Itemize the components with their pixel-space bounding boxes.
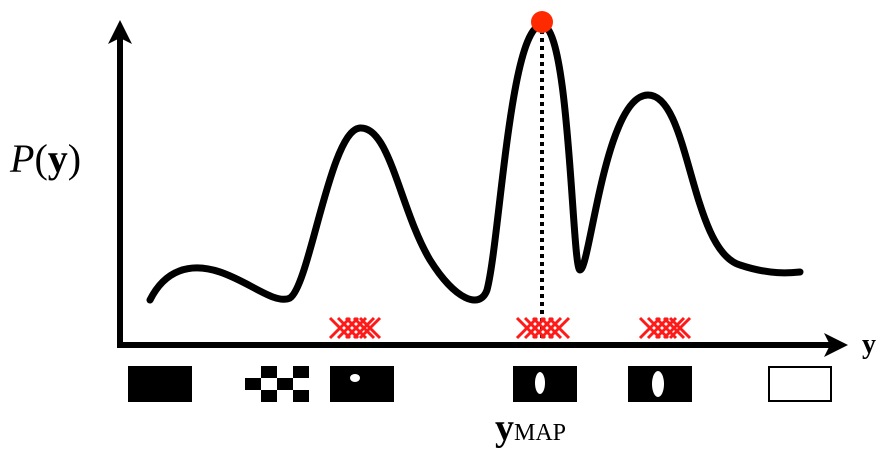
map-base: y: [495, 407, 514, 449]
map-label: yMAP: [495, 407, 566, 449]
samples: [330, 318, 690, 338]
thumbnails: [128, 366, 831, 402]
x-axis-label: y: [862, 329, 876, 360]
map-sub: MAP: [514, 420, 566, 446]
density-curve: [150, 25, 800, 300]
diagram: P(y) y yMAP: [0, 0, 882, 450]
func: P: [9, 136, 34, 181]
y-axis-label: P(y): [9, 136, 81, 181]
page: P(y) y yMAP (() => { const data = JSON.p…: [0, 0, 882, 450]
paren: ): [68, 136, 81, 181]
map-point: [531, 11, 553, 33]
paren: (: [34, 136, 47, 181]
arg: y: [48, 136, 68, 181]
